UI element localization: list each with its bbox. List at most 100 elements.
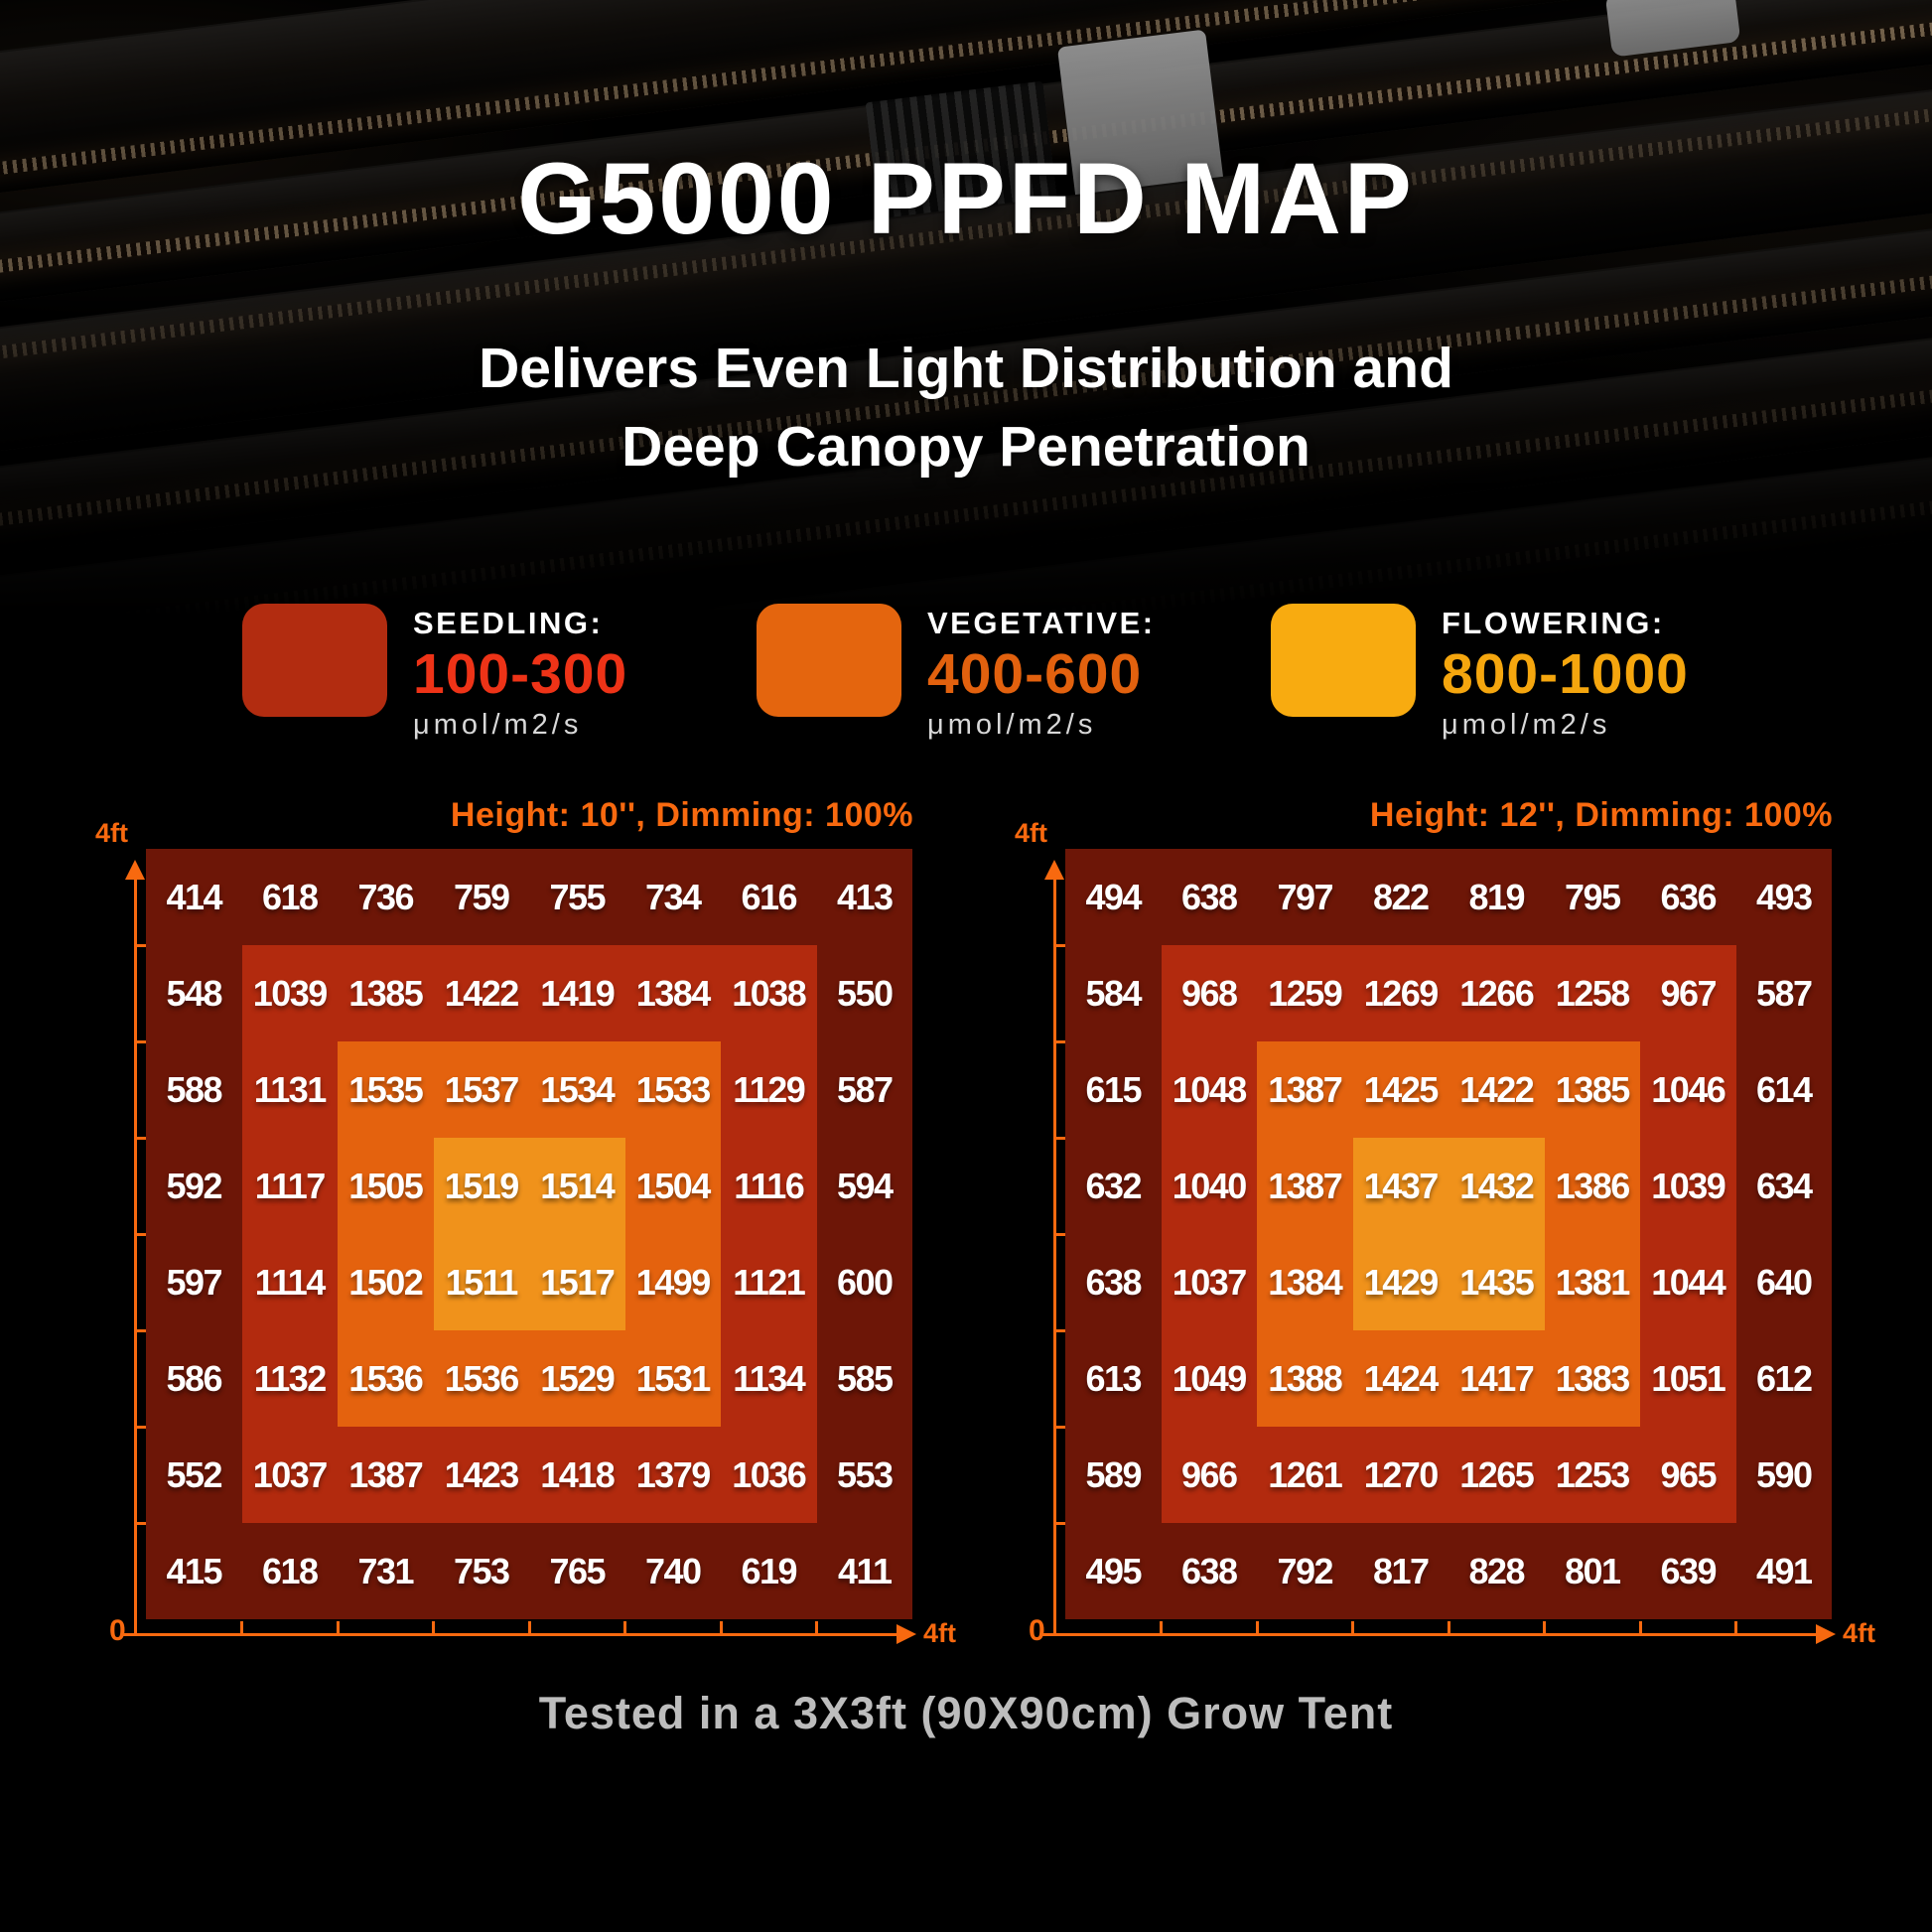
ppfd-value-cell: 636 <box>1660 876 1717 917</box>
ppfd-value-cell: 1384 <box>1268 1261 1343 1303</box>
ppfd-value-cell: 822 <box>1372 876 1430 917</box>
ppfd-value-cell: 1037 <box>1172 1261 1248 1303</box>
subtitle-line-1: Delivers Even Light Distribution and <box>479 337 1453 400</box>
ppfd-value-cell: 1386 <box>1555 1165 1631 1206</box>
ppfd-value-cell: 734 <box>644 876 702 917</box>
ppfd-value-cell: 828 <box>1468 1550 1525 1591</box>
x-axis-origin-label: 0 <box>1029 1614 1045 1647</box>
heat-zone-center <box>1352 1138 1545 1330</box>
y-axis-tick <box>134 1039 150 1043</box>
ppfd-value-cell: 1387 <box>348 1453 424 1495</box>
x-axis-max-label: 4ft <box>923 1618 956 1648</box>
ppfd-value-cell: 1046 <box>1651 1068 1726 1110</box>
ppfd-value-cell: 415 <box>166 1550 222 1591</box>
ppfd-value-cell: 638 <box>1085 1261 1142 1303</box>
x-axis-tick <box>527 1621 531 1633</box>
ppfd-value-cell: 589 <box>1085 1453 1142 1495</box>
ppfd-value-cell: 1429 <box>1363 1261 1440 1303</box>
heatmap-plot: 414 618 736 759 755 734 616 413 548 1039 1385 1422 1… <box>146 849 912 1619</box>
ppfd-value-cell: 1432 <box>1459 1165 1535 1206</box>
chart-condition-label: Height: 10'', Dimming: 100% <box>450 796 913 834</box>
y-axis-max-label: 4ft <box>95 818 128 848</box>
ppfd-value-cell: 1379 <box>635 1453 712 1495</box>
legend-text-block: SEEDLING: 100-300 μmol/m2/s <box>413 604 627 742</box>
ppfd-value-cell: 548 <box>166 972 222 1014</box>
ppfd-value-cell: 640 <box>1755 1261 1813 1303</box>
ppfd-value-cell: 1504 <box>635 1165 712 1206</box>
ppfd-value-cell: 616 <box>741 876 797 917</box>
ppfd-value-cell: 1044 <box>1651 1261 1726 1303</box>
legend-range: 800-1000 <box>1442 642 1689 706</box>
ppfd-value-cell: 553 <box>836 1453 894 1495</box>
ppfd-value-cell: 618 <box>261 1550 319 1591</box>
y-axis-arrow-icon <box>125 860 145 880</box>
ppfd-value-cell: 1036 <box>732 1453 807 1495</box>
x-axis-tick <box>1255 1621 1259 1633</box>
legend-label: VEGETATIVE: <box>927 606 1156 640</box>
ppfd-value-cell: 1537 <box>444 1068 520 1110</box>
ppfd-value-cell: 414 <box>166 876 222 917</box>
test-condition-note: Tested in a 3X3ft (90X90cm) Grow Tent <box>538 1688 1394 1738</box>
x-axis-arrow-icon <box>1816 1624 1836 1644</box>
legend-text-block: FLOWERING: 800-1000 μmol/m2/s <box>1442 604 1689 742</box>
ppfd-value-cell: 1051 <box>1651 1357 1726 1399</box>
ppfd-value-cell: 1039 <box>1651 1165 1726 1206</box>
ppfd-value-cell: 1266 <box>1459 972 1535 1014</box>
x-axis-tick <box>240 1621 243 1633</box>
photo-shade-overlay <box>0 0 1932 616</box>
y-axis-tick <box>134 1521 150 1525</box>
y-axis-tick <box>1053 1039 1069 1043</box>
ppfd-value-cell: 612 <box>1755 1357 1813 1399</box>
y-axis-tick <box>134 943 150 947</box>
y-axis <box>1053 878 1056 1633</box>
ppfd-value-cell: 1499 <box>635 1261 712 1303</box>
ppfd-value-grid: 414 618 736 759 755 734 616 413 548 1039 1385 1422 1… <box>146 849 912 1619</box>
ppfd-value-cell: 1536 <box>348 1357 424 1399</box>
vegetative-color-swatch <box>757 604 901 717</box>
heatmap-plot: 494 638 797 822 819 795 636 493 584 968 1259 1269 12… <box>1065 849 1832 1619</box>
flowering-color-swatch <box>1271 604 1416 717</box>
ppfd-value-cell: 638 <box>1180 1550 1238 1591</box>
y-axis-ticks <box>1053 849 1069 1619</box>
ppfd-value-cell: 638 <box>1180 876 1238 917</box>
ppfd-value-cell: 600 <box>836 1261 894 1303</box>
ppfd-value-cell: 1134 <box>733 1357 806 1399</box>
legend-range: 400-600 <box>927 642 1143 706</box>
x-axis-tick <box>623 1621 626 1633</box>
x-axis-max-label: 4ft <box>1843 1618 1875 1648</box>
x-axis-tick <box>1638 1621 1642 1633</box>
ppfd-value-cell: 755 <box>549 876 606 917</box>
y-axis-tick <box>134 1328 150 1332</box>
legend-text-block: VEGETATIVE: 400-600 μmol/m2/s <box>927 604 1156 742</box>
y-axis-tick <box>1053 1328 1069 1332</box>
y-axis-tick <box>134 1136 150 1140</box>
ppfd-value-cell: 587 <box>836 1068 894 1110</box>
page-title: G5000 PPFD MAP <box>517 142 1415 255</box>
ppfd-value-cell: 1261 <box>1268 1453 1343 1495</box>
legend-item-flowering: FLOWERING: 800-1000 μmol/m2/s <box>1271 604 1690 742</box>
legend-label: FLOWERING: <box>1442 606 1665 640</box>
ppfd-value-cell: 411 <box>837 1550 893 1591</box>
ppfd-value-cell: 1131 <box>253 1068 328 1110</box>
ppfd-value-cell: 1531 <box>635 1357 712 1399</box>
ppfd-value-cell: 759 <box>453 876 510 917</box>
seedling-color-swatch <box>242 604 387 717</box>
ppfd-value-cell: 1422 <box>1459 1068 1535 1110</box>
ppfd-value-cell: 1519 <box>444 1165 520 1206</box>
y-axis-tick <box>134 1232 150 1236</box>
ppfd-value-cell: 1517 <box>540 1261 616 1303</box>
ppfd-value-cell: 965 <box>1660 1453 1717 1495</box>
ppfd-value-cell: 1270 <box>1363 1453 1440 1495</box>
ppfd-chart-height-10in: Height: 10'', Dimming: 100% 4ft 414 618 73… <box>87 764 1001 1688</box>
x-axis <box>122 1633 898 1636</box>
y-axis-ticks <box>134 849 150 1619</box>
ppfd-value-grid: 494 638 797 822 819 795 636 493 584 968 1259 1269 12… <box>1065 849 1832 1619</box>
ppfd-value-cell: 1425 <box>1363 1068 1440 1110</box>
y-axis-tick <box>134 1425 150 1429</box>
ppfd-value-cell: 1116 <box>734 1165 805 1206</box>
y-axis-tick <box>1053 1425 1069 1429</box>
x-axis <box>1041 1633 1818 1636</box>
x-axis-ticks <box>146 1621 912 1633</box>
ppfd-value-cell: 1048 <box>1172 1068 1248 1110</box>
